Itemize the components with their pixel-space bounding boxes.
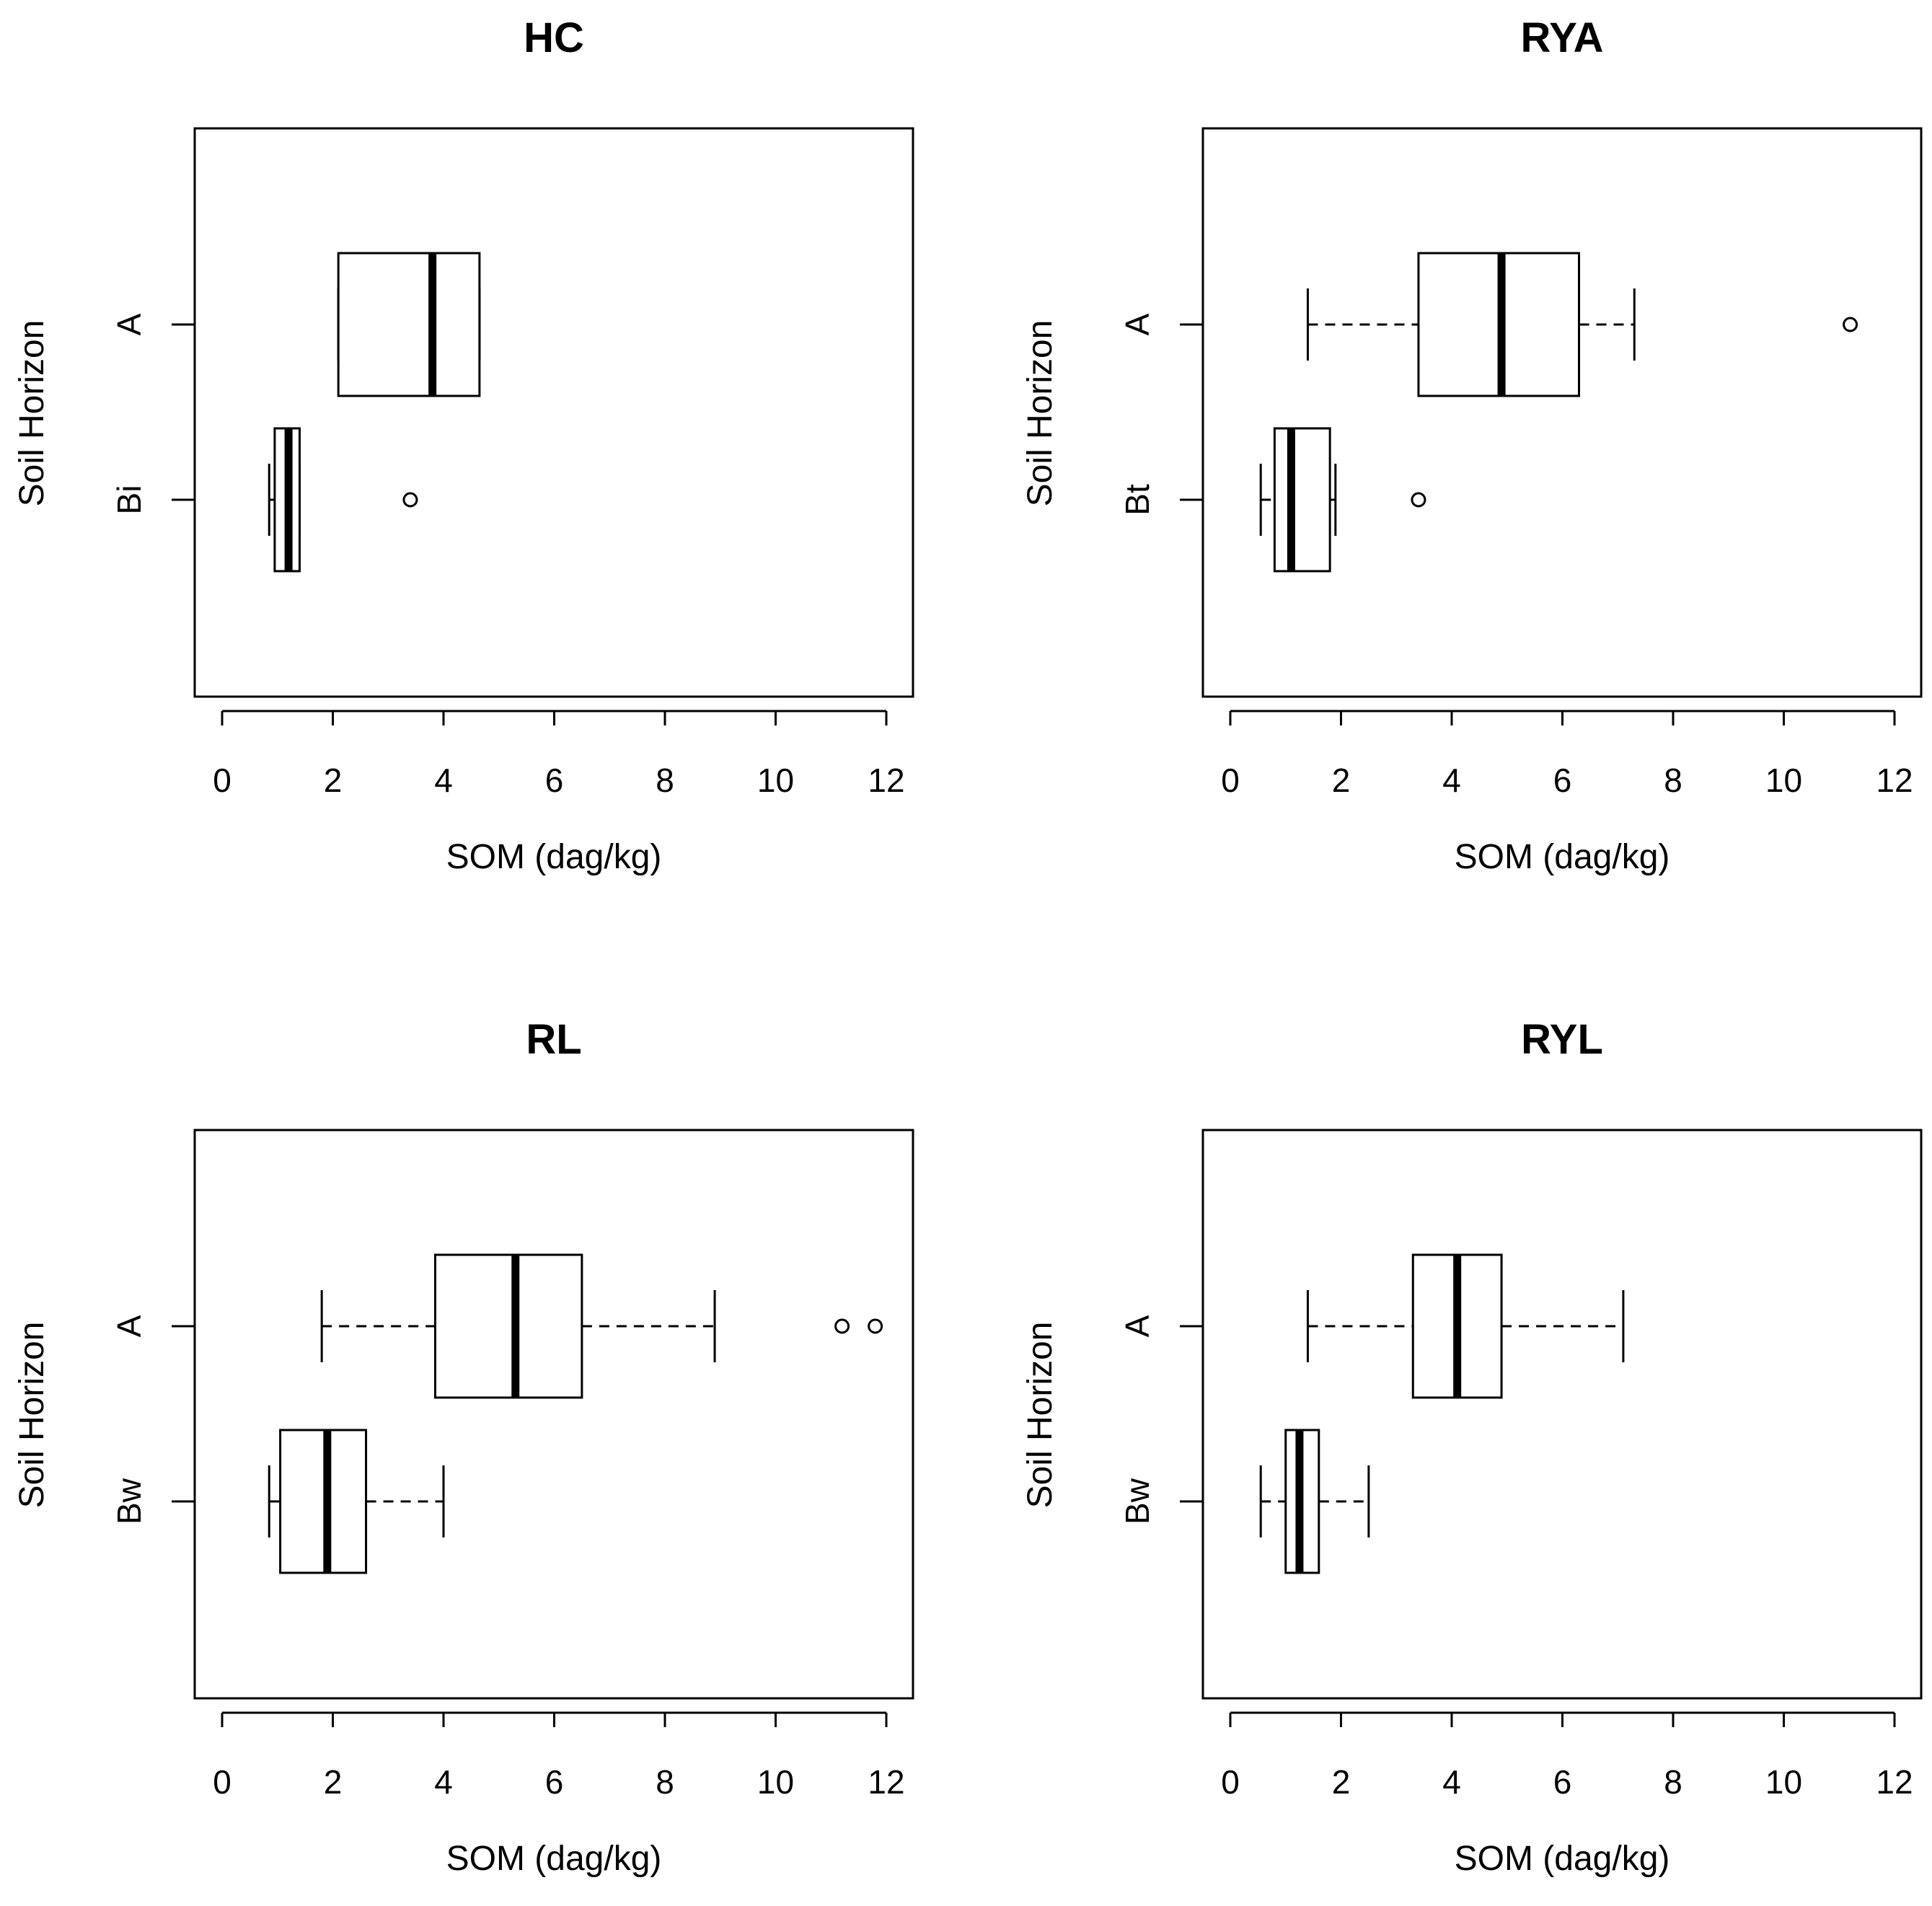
- x-tick-label: 0: [1221, 1763, 1240, 1801]
- x-tick-label: 6: [545, 1763, 564, 1801]
- x-tick-label: 4: [434, 762, 453, 799]
- x-tick-label: 6: [545, 762, 564, 799]
- outlier-point: [1411, 492, 1426, 508]
- x-tick-label: 10: [1765, 1763, 1802, 1801]
- x-tick-label: 0: [213, 762, 231, 799]
- x-tick-label: 2: [1332, 762, 1351, 799]
- x-tick-label: 4: [434, 1763, 453, 1801]
- y-axis-label: Soil Horizon: [13, 1322, 51, 1509]
- box-bw: Bw: [110, 1429, 445, 1574]
- y-tick-label: Bw: [1119, 1478, 1156, 1525]
- chart-title: HC: [524, 14, 584, 61]
- outlier-point: [868, 1318, 883, 1334]
- x-tick-label: 6: [1553, 1763, 1572, 1801]
- x-tick-label: 0: [1221, 762, 1240, 799]
- x-tick-label: 8: [1664, 762, 1682, 799]
- x-tick-label: 6: [1553, 762, 1572, 799]
- chart-panel-rl: RL 0 2 4 6 8 10 12 SOM (dag/kg) Soil Horizon A Bw: [13, 1016, 914, 1878]
- chart-title: RYA: [1521, 14, 1604, 61]
- x-tick-label: 12: [868, 762, 904, 799]
- chart-title: RL: [526, 1016, 581, 1063]
- plot-frame: [1201, 1129, 1923, 1700]
- chart-title: RYL: [1521, 1016, 1603, 1063]
- y-axis-label: Soil Horizon: [1021, 320, 1059, 507]
- x-tick-label: 12: [868, 1763, 904, 1801]
- box-iqr: [337, 252, 481, 397]
- plot-frame: [193, 1129, 914, 1700]
- x-tick-label: 10: [757, 1763, 794, 1801]
- box-iqr: [279, 1429, 368, 1574]
- y-axis-label: Soil Horizon: [1021, 1322, 1059, 1509]
- y-tick-label: A: [110, 1315, 148, 1337]
- y-tick-label: A: [110, 313, 148, 335]
- chart-panel-ryl: RYL 0 2 4 6 8 10 12 SOM (dag/kg) Soil Horizon A Bw: [1021, 1016, 1923, 1878]
- box-iqr: [433, 1253, 583, 1399]
- x-tick-label: 10: [757, 762, 794, 799]
- plot-frame: [193, 127, 914, 698]
- x-axis-label: SOM (dag/kg): [446, 1840, 662, 1878]
- y-axis-label: Soil Horizon: [13, 320, 51, 507]
- x-tick-label: 2: [324, 762, 343, 799]
- x-tick-label: 12: [1876, 762, 1913, 799]
- x-tick-label: 2: [324, 1763, 343, 1801]
- box-a: A: [110, 1253, 883, 1399]
- x-tick-label: 10: [1765, 762, 1802, 799]
- x-tick-label: 2: [1332, 1763, 1351, 1801]
- box-a: A: [1119, 252, 1858, 397]
- x-tick-label: 4: [1442, 1763, 1461, 1801]
- outlier-point: [402, 492, 418, 508]
- x-tick-label: 8: [656, 1763, 674, 1801]
- plot-frame: [1201, 127, 1923, 698]
- x-tick-label: 8: [1664, 1763, 1682, 1801]
- x-axis-label: SOM (dag/kg): [1455, 838, 1670, 876]
- outlier-point: [834, 1318, 850, 1334]
- box-a: A: [1119, 1253, 1625, 1399]
- y-tick-label: Bi: [110, 485, 148, 515]
- box-bi: Bi: [110, 427, 418, 573]
- box-iqr: [1273, 427, 1331, 573]
- x-axis-label: SOM (dag/kg): [446, 838, 662, 876]
- y-tick-label: A: [1119, 313, 1156, 335]
- outlier-point: [1843, 317, 1858, 332]
- x-tick-label: 4: [1442, 762, 1461, 799]
- x-tick-label: 0: [213, 1763, 231, 1801]
- box-bw: Bw: [1119, 1429, 1370, 1574]
- box-a: A: [110, 252, 481, 397]
- box-bt: Bt: [1119, 427, 1426, 573]
- x-tick-label: 12: [1876, 1763, 1913, 1801]
- x-axis-label: SOM (dag/kg): [1455, 1840, 1670, 1878]
- y-tick-label: Bt: [1119, 484, 1156, 516]
- y-tick-label: Bw: [110, 1478, 148, 1525]
- y-tick-label: A: [1119, 1315, 1156, 1337]
- chart-panel-hc: HC 0 2 4 6 8 10 12 SOM (dag/kg) Soil Horizon A Bi: [13, 14, 914, 876]
- chart-panel-rya: RYA 0 2 4 6 8 10 12 SOM (dag/kg) Soil Horizon A Bt: [1021, 14, 1923, 876]
- x-tick-label: 8: [656, 762, 674, 799]
